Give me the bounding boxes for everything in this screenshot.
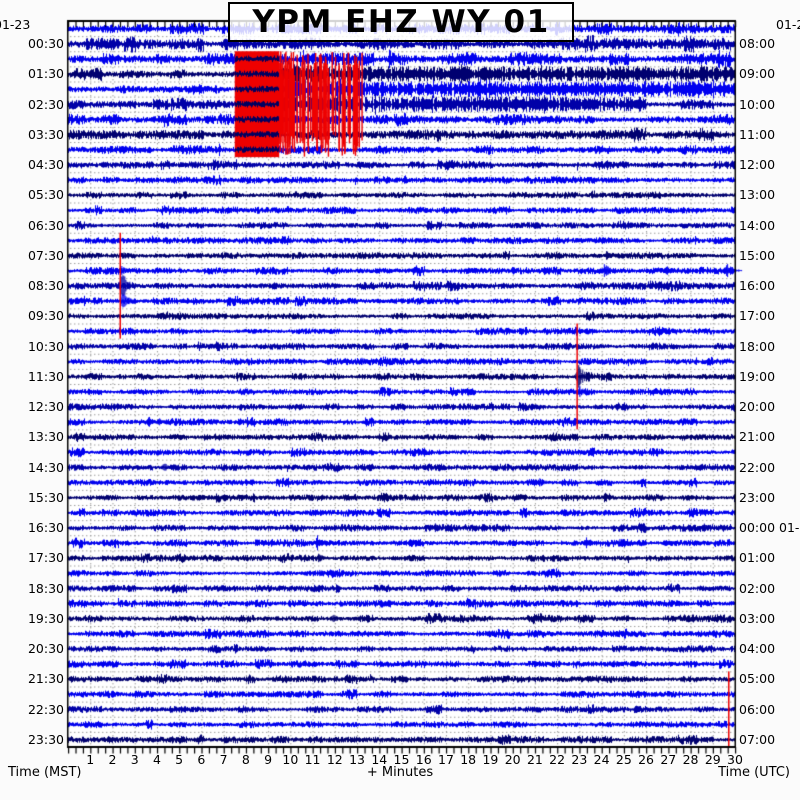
minute-tick-label: 14 bbox=[371, 752, 388, 767]
right-time-label: 08:00 bbox=[739, 36, 776, 52]
right-time-label: 04:00 bbox=[739, 641, 776, 657]
minute-tick-label: 7 bbox=[219, 752, 228, 767]
left-time-label: 07:30 bbox=[27, 247, 64, 263]
minute-tick-label: 5 bbox=[175, 752, 184, 767]
right-time-label: 23:00 bbox=[739, 489, 776, 505]
minute-tick-label: 8 bbox=[241, 752, 250, 767]
right-time-label: 11:00 bbox=[739, 126, 776, 142]
minute-tick-label: 10 bbox=[282, 752, 299, 767]
minute-tick-label: 28 bbox=[682, 752, 699, 767]
minute-tick-label: 9 bbox=[264, 752, 273, 767]
station-title: YPM EHZ WY 01 bbox=[252, 4, 550, 40]
left-time-label: 19:30 bbox=[27, 610, 64, 626]
left-time-label: 04:30 bbox=[27, 157, 64, 173]
minute-tick-label: 13 bbox=[349, 752, 365, 767]
right-time-label: 00:00 01-24 bbox=[739, 520, 800, 536]
right-time-label: 14:00 bbox=[739, 217, 776, 233]
right-time-label: 01:00 bbox=[739, 550, 776, 566]
axis-caption-utc: Time (UTC) bbox=[718, 765, 790, 780]
minute-tick-label: 12 bbox=[326, 752, 343, 767]
minute-tick-label: 20 bbox=[504, 752, 521, 767]
minute-tick-label: 3 bbox=[130, 752, 139, 767]
left-time-label: 16:30 bbox=[27, 520, 64, 536]
right-time-label: 03:00 bbox=[739, 610, 776, 626]
right-time-label: 05:00 bbox=[739, 671, 776, 687]
minute-tick-label: 15 bbox=[393, 752, 410, 767]
right-time-label: 12:00 bbox=[739, 157, 776, 173]
left-time-label: 03:30 bbox=[27, 126, 64, 142]
left-time-label: 01:30 bbox=[27, 66, 64, 82]
axis-caption-mst: Time (MST) bbox=[8, 765, 82, 780]
minute-tick-label: 2 bbox=[108, 752, 117, 767]
right-time-label: 02:00 bbox=[739, 580, 776, 596]
left-time-label: 20:30 bbox=[27, 641, 64, 657]
minute-tick-label: 22 bbox=[549, 752, 566, 767]
right-time-label: 22:00 bbox=[739, 459, 776, 475]
right-time-label: 09:00 bbox=[739, 66, 776, 82]
date-label-top-left: 01-23 bbox=[0, 17, 31, 32]
left-time-label: 00:30 bbox=[27, 36, 64, 52]
minute-tick-label: 29 bbox=[704, 752, 721, 767]
left-time-label: 06:30 bbox=[27, 217, 64, 233]
minute-tick-label: 24 bbox=[593, 752, 610, 767]
left-time-label: 10:30 bbox=[27, 338, 64, 354]
left-time-label: 18:30 bbox=[27, 580, 64, 596]
station-title-box: YPM EHZ WY 01 bbox=[228, 2, 574, 42]
left-time-label: 08:30 bbox=[27, 278, 64, 294]
minute-tick-label: 30 bbox=[727, 752, 743, 767]
left-time-label: 14:30 bbox=[27, 459, 64, 475]
left-time-label: 21:30 bbox=[27, 671, 64, 687]
minute-tick-label: 27 bbox=[660, 752, 677, 767]
axis-caption-minutes: + Minutes bbox=[366, 765, 434, 780]
right-time-label: 17:00 bbox=[739, 308, 776, 324]
right-time-label: 07:00 bbox=[739, 731, 776, 747]
right-time-label: 10:00 bbox=[739, 96, 776, 112]
minute-tick-label: 25 bbox=[615, 752, 632, 767]
minute-tick-label: 18 bbox=[460, 752, 477, 767]
right-time-label: 16:00 bbox=[739, 278, 776, 294]
left-time-label: 13:30 bbox=[27, 429, 64, 445]
right-time-label: 19:00 bbox=[739, 368, 776, 384]
left-time-label: 23:30 bbox=[27, 731, 64, 747]
minute-tick-label: 19 bbox=[482, 752, 499, 767]
minute-tick-label: 17 bbox=[438, 752, 454, 767]
minute-tick-label: 16 bbox=[415, 752, 432, 767]
minute-tick-label: 1 bbox=[86, 752, 95, 767]
minute-tick-label: 4 bbox=[152, 752, 161, 767]
right-time-label: 20:00 bbox=[739, 399, 776, 415]
left-time-label: 09:30 bbox=[27, 308, 64, 324]
minute-tick-label: 11 bbox=[304, 752, 321, 767]
right-time-label: 15:00 bbox=[739, 247, 776, 263]
left-time-label: 11:30 bbox=[27, 368, 64, 384]
left-time-label: 15:30 bbox=[27, 489, 64, 505]
right-time-label: 06:00 bbox=[739, 701, 776, 717]
minute-tick-label: 26 bbox=[638, 752, 655, 767]
minute-tick-label: 23 bbox=[571, 752, 588, 767]
right-time-label: 18:00 bbox=[739, 338, 776, 354]
minute-tick-label: 21 bbox=[526, 752, 543, 767]
left-time-label: 05:30 bbox=[27, 187, 64, 203]
left-time-label: 12:30 bbox=[27, 399, 64, 415]
date-label-top-right: 01-23 bbox=[776, 17, 800, 32]
left-time-label: 17:30 bbox=[27, 550, 64, 566]
minute-tick-label: 6 bbox=[197, 752, 206, 767]
left-time-label: 22:30 bbox=[27, 701, 64, 717]
right-time-label: 21:00 bbox=[739, 429, 776, 445]
right-time-label: 13:00 bbox=[739, 187, 776, 203]
left-time-label: 02:30 bbox=[27, 96, 64, 112]
